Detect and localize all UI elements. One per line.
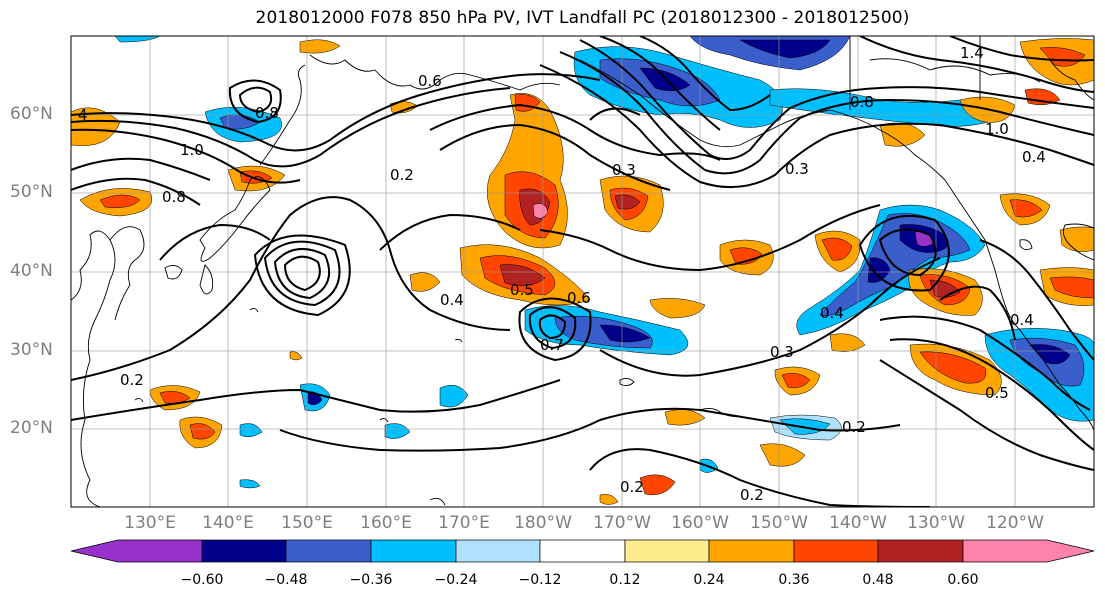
colorbar-tick-label: 0.12 [609, 572, 641, 588]
contour-label: 0.2 [120, 371, 144, 389]
colorbar-bin [877, 539, 964, 563]
contour-label: 1.0 [180, 141, 204, 159]
coastlines [71, 36, 1094, 507]
contour-label: 0.2 [842, 418, 866, 436]
contour-label: 0.5 [510, 281, 534, 299]
colorbar-bin [962, 539, 1095, 563]
contour-label: 0.4 [820, 304, 844, 322]
colorbar-bin [201, 539, 287, 563]
lon-label: 140°W [829, 513, 887, 533]
lon-label: 170°W [593, 513, 651, 533]
contour-label: 0.3 [785, 160, 809, 178]
lon-label: 120°W [986, 513, 1044, 533]
map-title: 2018012000 F078 850 hPa PV, IVT Landfall… [255, 8, 910, 28]
lon-label: 130°W [907, 513, 965, 533]
contour-label: 0.4 [1022, 148, 1046, 166]
colorbar-tick-label: −0.36 [349, 572, 393, 588]
contour-label: 1.0 [985, 120, 1009, 138]
pv-shading [71, 36, 1094, 505]
colorbar-bin [539, 539, 626, 563]
lon-label: 130°E [124, 513, 176, 533]
contour-label: 0.2 [740, 486, 764, 504]
lat-label: 50°N [10, 182, 53, 202]
contour-label: 1.4 [960, 44, 984, 62]
pv-contours [71, 36, 1094, 507]
colorbar-bin [70, 539, 203, 563]
colorbar-bin [793, 539, 879, 563]
colorbar [70, 539, 1095, 563]
lat-label: 40°N [10, 261, 53, 281]
contour-label: 0.2 [390, 166, 414, 184]
colorbar-bin [285, 539, 372, 563]
contour-label: 0.8 [162, 188, 186, 206]
contour-label: 0.6 [418, 72, 442, 90]
map-plot-area: 4 0.6 0.8 1.4 0.8 1.0 1.0 0.8 0.2 0.3 0.… [71, 36, 1094, 507]
contour-label: 0.8 [255, 104, 279, 122]
colorbar-bin [455, 539, 541, 563]
colorbar-tick-label: 0.60 [947, 572, 979, 588]
lat-label: 60°N [10, 104, 53, 124]
colorbar-tick-label: −0.24 [434, 572, 478, 588]
contour-label: 0.3 [770, 343, 794, 361]
colorbar-bin [624, 539, 710, 563]
colorbar-bin [370, 539, 457, 563]
lon-label: 140°E [202, 513, 254, 533]
contour-label: 0.6 [567, 289, 591, 307]
lon-label: 150°W [750, 513, 808, 533]
colorbar-tick-label: −0.48 [264, 572, 308, 588]
colorbar-tick-label: 0.36 [778, 572, 810, 588]
colorbar-tick-label: 0.48 [862, 572, 894, 588]
map-frame [70, 35, 1095, 508]
lon-label: 150°E [281, 513, 333, 533]
contour-label: 4 [78, 106, 88, 124]
contour-label: 0.8 [850, 93, 874, 111]
colorbar-bin [708, 539, 795, 563]
contour-label: 0.5 [985, 384, 1009, 402]
contour-label: 0.4 [440, 291, 464, 309]
contour-label: 0.4 [1010, 311, 1034, 329]
lat-label: 20°N [10, 418, 53, 438]
lon-label: 160°W [671, 513, 729, 533]
colorbar-tick-label: −0.12 [518, 572, 562, 588]
colorbar-tick-label: −0.60 [180, 572, 224, 588]
contour-label: 0.2 [620, 478, 644, 496]
lon-label: 180°W [514, 513, 572, 533]
lon-label: 160°E [360, 513, 412, 533]
contour-label: 0.3 [612, 161, 636, 179]
contour-label: 0.7 [540, 336, 564, 354]
lon-label: 170°E [438, 513, 490, 533]
lat-label: 30°N [10, 340, 53, 360]
colorbar-tick-label: 0.24 [693, 572, 725, 588]
contour-labels: 4 0.6 0.8 1.4 0.8 1.0 1.0 0.8 0.2 0.3 0.… [78, 44, 1046, 504]
